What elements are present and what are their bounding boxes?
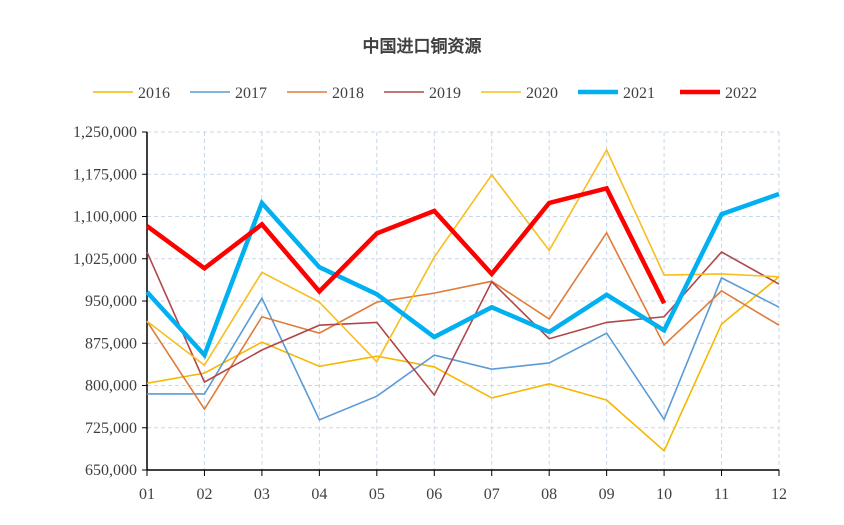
chart-title: 中国进口铜资源 (362, 37, 482, 57)
series-line-2016 (146, 276, 780, 453)
x-tick-label: 01 (139, 486, 155, 503)
y-tick-label: 1,175,000 (73, 166, 137, 183)
x-tick-label: 05 (369, 486, 385, 503)
legend-label-2020: 2020 (526, 85, 558, 102)
x-tick-label: 11 (714, 486, 729, 503)
legend-label-2021: 2021 (623, 85, 655, 102)
y-tick-label: 800,000 (85, 378, 137, 395)
y-tick-label: 950,000 (85, 293, 137, 310)
x-tick-label: 08 (541, 486, 557, 503)
series-line-2017 (147, 276, 780, 422)
series-line-2020 (146, 148, 780, 367)
series-line-2021 (145, 191, 780, 360)
y-tick-label: 725,000 (85, 420, 137, 437)
legend-label-2022: 2022 (725, 85, 757, 102)
y-tick-label: 1,250,000 (73, 124, 137, 141)
y-tick-label: 1,025,000 (73, 251, 137, 268)
x-tick-label: 12 (771, 486, 787, 503)
legend-label-2016: 2016 (138, 85, 170, 102)
y-tick-label: 1,100,000 (73, 209, 137, 226)
legend-label-2018: 2018 (332, 85, 364, 102)
x-tick-label: 07 (484, 486, 500, 503)
x-tick-label: 04 (311, 486, 327, 503)
x-tick-label: 03 (254, 486, 270, 503)
legend-label-2019: 2019 (429, 85, 461, 102)
legend-label-2017: 2017 (235, 85, 267, 102)
x-tick-label: 02 (196, 486, 212, 503)
series-line-2018 (146, 231, 780, 411)
x-tick-label: 09 (599, 486, 615, 503)
y-tick-label: 650,000 (85, 462, 137, 479)
x-tick-label: 06 (426, 486, 442, 503)
x-tick-label: 10 (656, 486, 672, 503)
series-line-2022 (145, 185, 667, 305)
y-tick-label: 875,000 (85, 335, 137, 352)
